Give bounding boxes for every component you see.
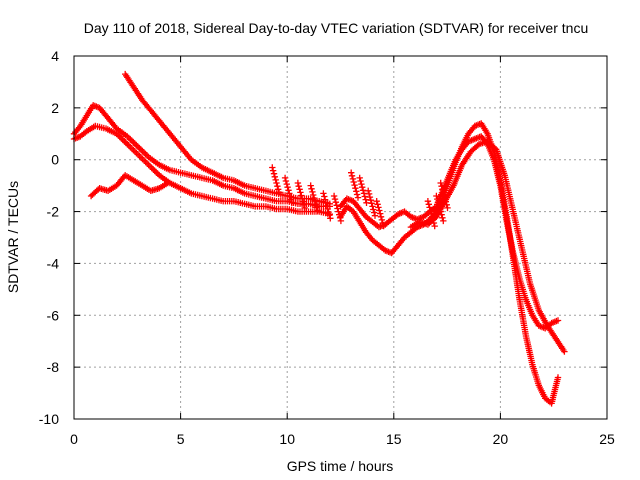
y-tick-label: -10 <box>39 411 59 427</box>
data-markers-track-f <box>337 133 562 332</box>
data-markers-track-d <box>87 172 171 200</box>
data-markers-track-g <box>407 138 568 355</box>
plot-frame <box>73 55 608 420</box>
x-tick-label: 25 <box>599 431 615 447</box>
x-tick-label: 10 <box>279 431 295 447</box>
series-track-g <box>407 138 568 355</box>
x-tick-label: 20 <box>493 431 509 447</box>
x-tick-labels: 0 5 10 15 20 25 <box>70 431 615 447</box>
y-tick-labels: -10 -8 -6 -4 -2 0 2 4 <box>39 48 59 427</box>
chart-title: Day 110 of 2018, Sidereal Day-to-day VTE… <box>84 20 588 36</box>
x-tick-label: 0 <box>70 431 78 447</box>
series-spikes <box>269 164 451 230</box>
y-tick-label: -4 <box>47 255 60 271</box>
y-axis-label: SDTVAR / TECUs <box>5 181 21 293</box>
data-series <box>70 70 568 407</box>
data-markers-spikes <box>269 164 451 230</box>
y-tick-label: 0 <box>51 152 59 168</box>
y-tick-label: 2 <box>51 100 59 116</box>
y-tick-label: -2 <box>47 204 60 220</box>
series-track-f <box>337 133 562 332</box>
x-tick-label: 15 <box>386 431 402 447</box>
x-axis-label: GPS time / hours <box>287 458 394 474</box>
y-tick-label: -6 <box>47 307 60 323</box>
x-tick-label: 5 <box>177 431 185 447</box>
y-tick-label: -8 <box>47 359 60 375</box>
series-track-d <box>87 172 171 200</box>
y-tick-label: 4 <box>51 48 59 64</box>
